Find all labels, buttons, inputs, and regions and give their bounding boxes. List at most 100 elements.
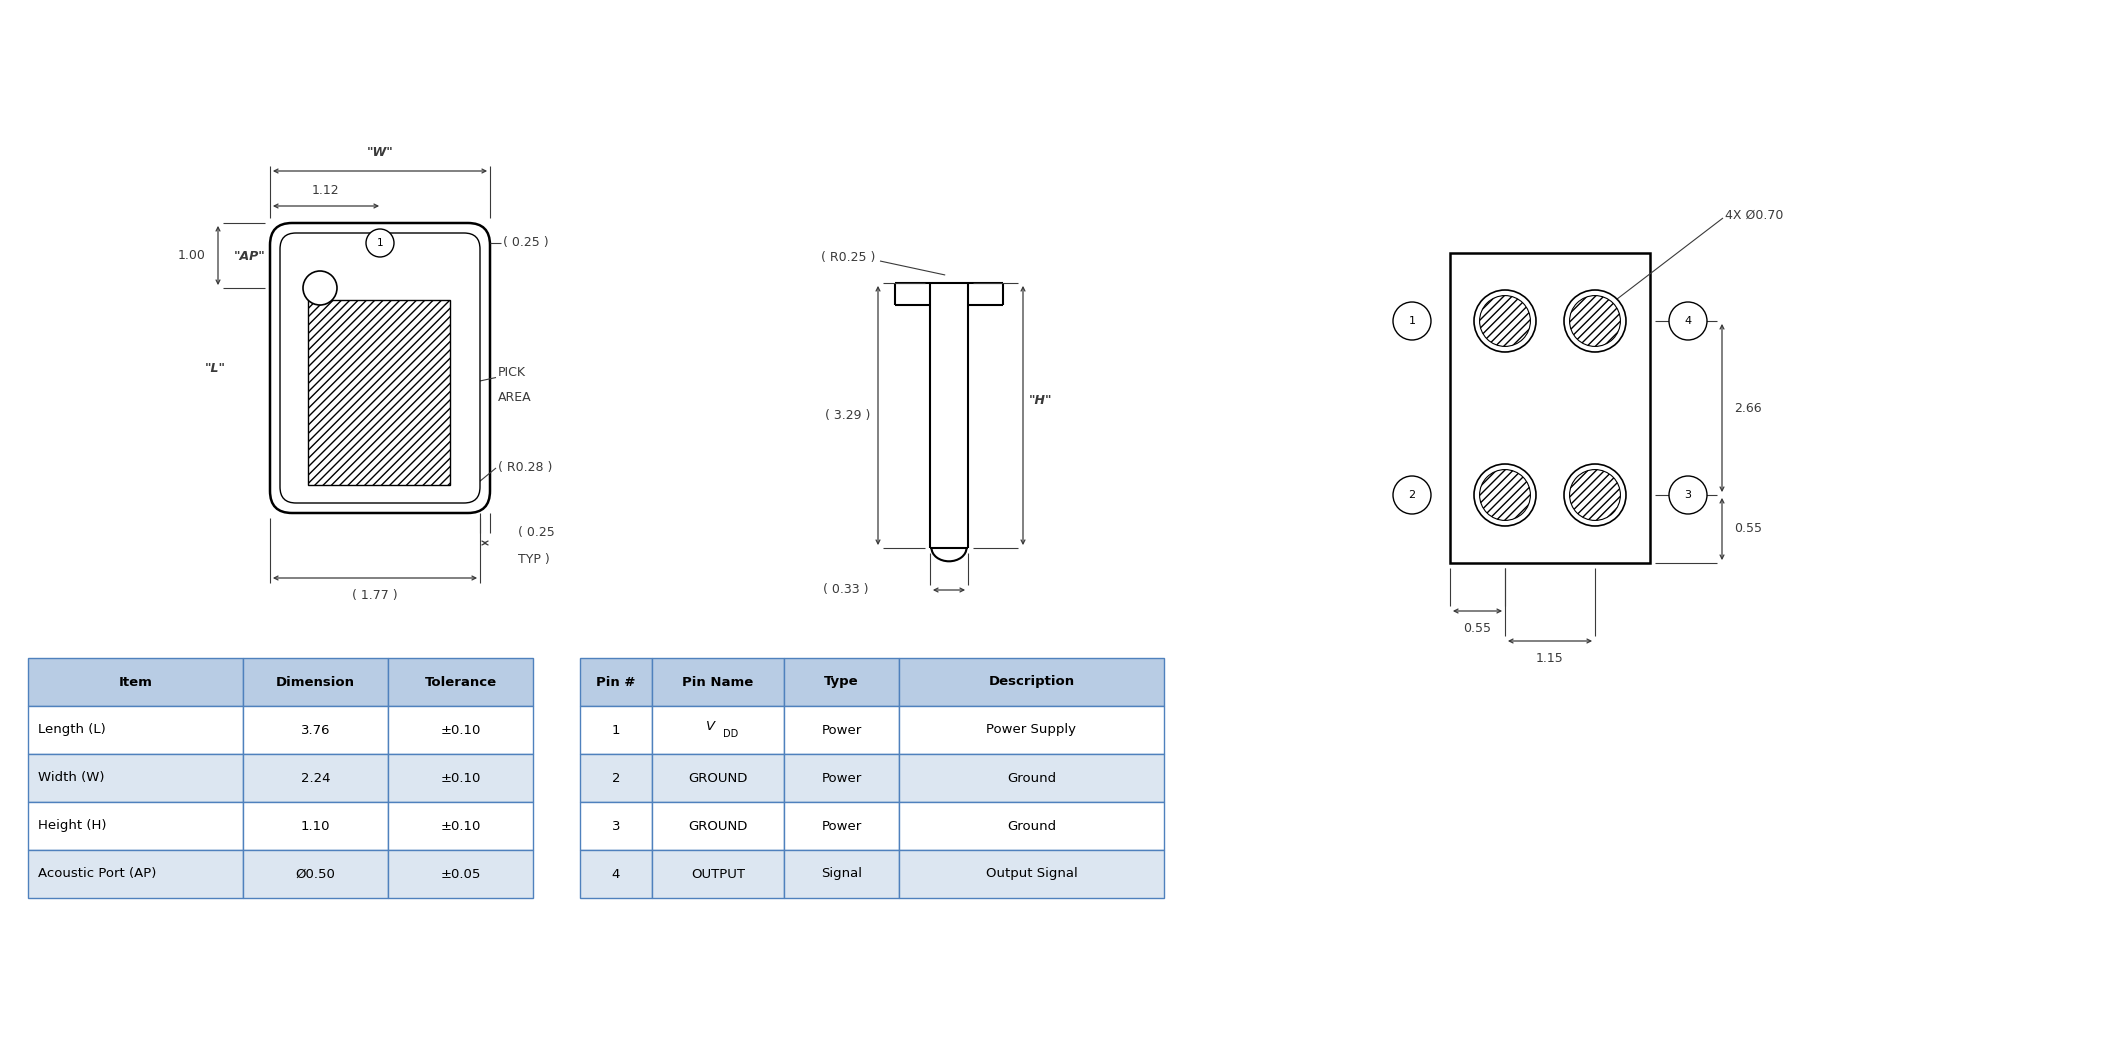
- Text: Ground: Ground: [1008, 820, 1057, 832]
- Bar: [580, 706, 653, 754]
- Bar: [653, 706, 784, 754]
- Text: 1.15: 1.15: [1537, 652, 1565, 664]
- Text: 0.55: 0.55: [1463, 622, 1492, 635]
- Text: ( 0.25: ( 0.25: [519, 526, 555, 540]
- Bar: [784, 850, 899, 898]
- Text: Ø0.50: Ø0.50: [296, 867, 336, 880]
- FancyBboxPatch shape: [281, 233, 480, 503]
- Bar: [653, 754, 784, 802]
- Text: 1.12: 1.12: [310, 184, 338, 197]
- Bar: [28, 754, 242, 802]
- Text: GROUND: GROUND: [689, 820, 748, 832]
- Text: 1: 1: [1410, 316, 1416, 326]
- Bar: [653, 658, 784, 706]
- Text: Dimension: Dimension: [276, 675, 355, 689]
- Bar: [242, 706, 389, 754]
- Bar: [580, 658, 653, 706]
- Text: ( 1.77 ): ( 1.77 ): [353, 589, 398, 602]
- Text: Acoustic Port (AP): Acoustic Port (AP): [38, 867, 157, 880]
- Bar: [1450, 253, 1650, 563]
- Text: ( 0.33 ): ( 0.33 ): [823, 584, 867, 596]
- Text: 1.10: 1.10: [300, 820, 330, 832]
- Bar: [784, 754, 899, 802]
- Bar: [580, 802, 653, 850]
- Text: 4X Ø0.70: 4X Ø0.70: [1724, 208, 1784, 221]
- Text: Length (L): Length (L): [38, 724, 106, 737]
- Bar: [389, 658, 534, 706]
- Bar: [28, 850, 242, 898]
- Text: Pin #: Pin #: [595, 675, 636, 689]
- Bar: [899, 706, 1165, 754]
- Bar: [653, 802, 784, 850]
- Bar: [242, 658, 389, 706]
- Circle shape: [1669, 476, 1707, 514]
- Text: 2.66: 2.66: [1735, 402, 1762, 415]
- Bar: [899, 850, 1165, 898]
- Text: 0.55: 0.55: [1735, 523, 1762, 536]
- Bar: [784, 802, 899, 850]
- Bar: [899, 802, 1165, 850]
- Text: ±0.10: ±0.10: [440, 724, 480, 737]
- Text: V: V: [706, 721, 716, 733]
- Text: 2: 2: [1407, 490, 1416, 500]
- Text: Height (H): Height (H): [38, 820, 106, 832]
- Text: Power: Power: [821, 820, 861, 832]
- Circle shape: [1669, 302, 1707, 340]
- Text: OUTPUT: OUTPUT: [691, 867, 744, 880]
- Text: Power: Power: [821, 724, 861, 737]
- Text: GROUND: GROUND: [689, 772, 748, 784]
- Circle shape: [304, 271, 338, 305]
- Text: "H": "H": [1029, 394, 1052, 407]
- Bar: [242, 802, 389, 850]
- Bar: [242, 850, 389, 898]
- Bar: [242, 754, 389, 802]
- Text: Tolerance: Tolerance: [425, 675, 497, 689]
- Text: Power: Power: [821, 772, 861, 784]
- Text: Ground: Ground: [1008, 772, 1057, 784]
- Text: Description: Description: [989, 675, 1074, 689]
- Text: ±0.05: ±0.05: [440, 867, 480, 880]
- Bar: [28, 802, 242, 850]
- Text: ( R0.28 ): ( R0.28 ): [497, 461, 553, 474]
- Text: 4: 4: [612, 867, 621, 880]
- Text: DD: DD: [723, 729, 738, 739]
- Text: Width (W): Width (W): [38, 772, 104, 784]
- Bar: [389, 754, 534, 802]
- Text: ( 3.29 ): ( 3.29 ): [825, 409, 870, 422]
- Text: PICK: PICK: [497, 366, 525, 379]
- Text: TYP ): TYP ): [519, 553, 551, 566]
- Text: 2: 2: [612, 772, 621, 784]
- Text: ±0.10: ±0.10: [440, 772, 480, 784]
- Text: "W": "W": [366, 147, 393, 159]
- Bar: [308, 300, 451, 485]
- Circle shape: [1393, 302, 1431, 340]
- Bar: [580, 754, 653, 802]
- Text: 3.76: 3.76: [300, 724, 330, 737]
- Text: 3: 3: [1684, 490, 1692, 500]
- Bar: [389, 850, 534, 898]
- Bar: [28, 706, 242, 754]
- Text: Output Signal: Output Signal: [986, 867, 1078, 880]
- Text: AREA: AREA: [497, 391, 532, 404]
- Text: 2.24: 2.24: [300, 772, 330, 784]
- Bar: [899, 754, 1165, 802]
- Text: ±0.10: ±0.10: [440, 820, 480, 832]
- Text: Type: Type: [825, 675, 859, 689]
- Text: Signal: Signal: [821, 867, 861, 880]
- Bar: [389, 802, 534, 850]
- Text: Item: Item: [119, 675, 153, 689]
- Text: "AP": "AP": [234, 250, 266, 263]
- Text: Pin Name: Pin Name: [682, 675, 753, 689]
- Bar: [580, 850, 653, 898]
- Text: 1.00: 1.00: [179, 249, 206, 261]
- Text: ( 0.25 ): ( 0.25 ): [504, 236, 549, 250]
- Text: 1: 1: [376, 238, 383, 248]
- FancyBboxPatch shape: [270, 223, 489, 513]
- Text: 3: 3: [612, 820, 621, 832]
- Text: Power Supply: Power Supply: [986, 724, 1076, 737]
- Text: "L": "L": [204, 361, 225, 374]
- Text: 1: 1: [612, 724, 621, 737]
- Bar: [784, 706, 899, 754]
- Bar: [28, 658, 242, 706]
- Text: 4: 4: [1684, 316, 1692, 326]
